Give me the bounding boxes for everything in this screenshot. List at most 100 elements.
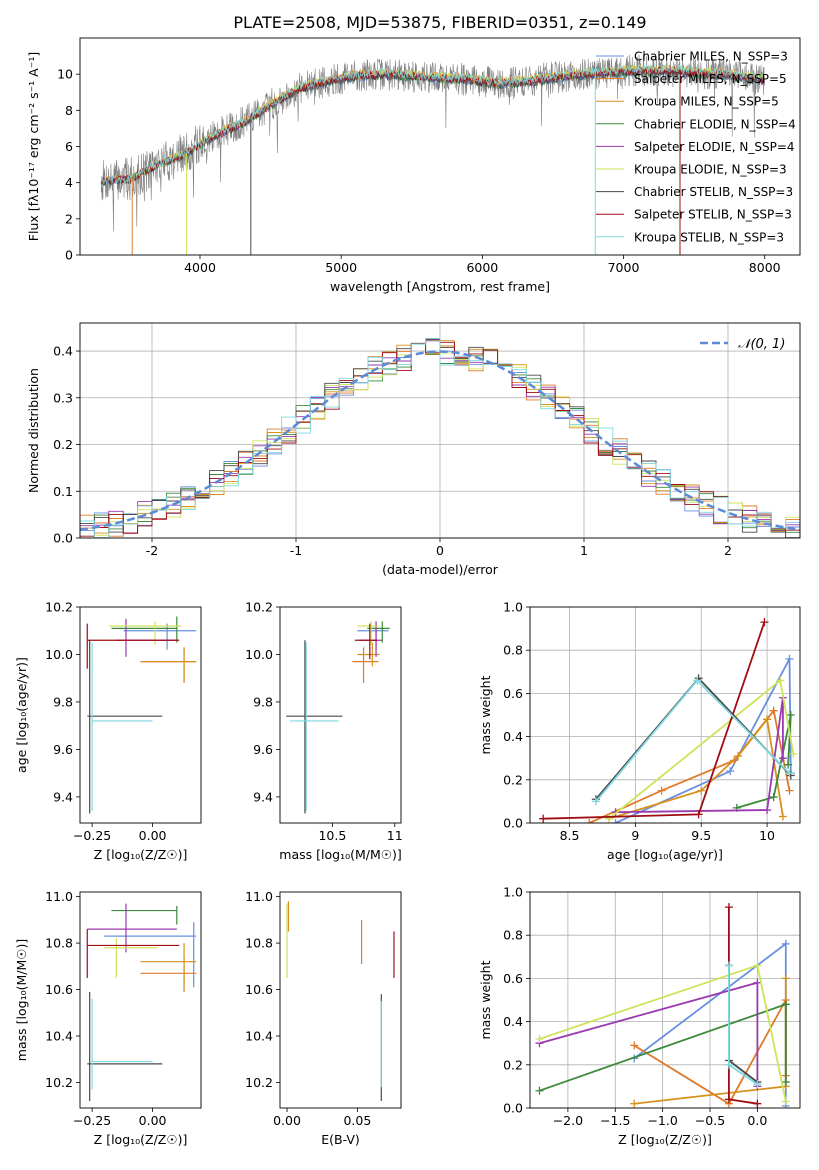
data-point-marker — [781, 939, 790, 948]
data-point-marker — [753, 961, 762, 970]
data-point-marker — [781, 1097, 790, 1106]
plot-frame — [79, 322, 801, 539]
y-axis-label: mass [log₁₀(M/M☉)] — [14, 939, 29, 1061]
y-tick-label: 0.6 — [503, 971, 523, 986]
y-tick-label: 10.2 — [245, 1075, 273, 1090]
x-tick-label: 5000 — [325, 260, 357, 275]
legend-entry: Kroupa MILES, N_SSP=5 — [634, 95, 779, 109]
x-tick-label: −1.5 — [600, 1113, 630, 1128]
y-tick-label: 10.2 — [45, 1075, 73, 1090]
legend-entry: 𝒩(0, 1) — [738, 337, 785, 352]
plot-frame — [279, 891, 402, 1109]
x-tick-label: -2 — [146, 543, 158, 558]
y-tick-label: 10 — [57, 67, 73, 82]
errorbars — [86, 903, 197, 1102]
x-axis-label: E(B-V) — [321, 1132, 360, 1147]
y-tick-label: 2 — [65, 211, 73, 226]
data-point-marker — [726, 767, 735, 776]
data-point-marker — [697, 786, 706, 795]
plot-frame — [79, 891, 202, 1109]
y-axis-label: age [log₁₀(age/yr)] — [14, 657, 29, 773]
legend-entry: Chabrier MILES, N_SSP=3 — [634, 50, 788, 64]
data-point-marker — [535, 1034, 544, 1043]
y-tick-label: 9.4 — [53, 789, 73, 804]
x-tick-label: 9.5 — [691, 828, 711, 843]
x-tick-label: 4000 — [184, 260, 216, 275]
plot-frame — [279, 606, 402, 824]
x-axis-label: Z [log₁₀(Z/Z☉)] — [618, 1132, 712, 1147]
x-tick-label: 11 — [387, 828, 403, 843]
weight-lines — [539, 618, 798, 823]
y-tick-label: 9.4 — [253, 789, 273, 804]
data-point-marker — [591, 797, 600, 806]
data-point-marker — [785, 654, 794, 663]
figure-title: PLATE=2508, MJD=53875, FIBERID=0351, z=0… — [233, 13, 646, 32]
legend-entry: Kroupa STELIB, N_SSP=3 — [634, 230, 784, 244]
data-point-marker — [657, 786, 666, 795]
x-tick-label: 1 — [580, 543, 588, 558]
x-tick-label: 0.00 — [273, 1113, 301, 1128]
y-axis-label: mass weight — [478, 960, 493, 1039]
x-tick-label: -1 — [290, 543, 302, 558]
y-tick-label: 10.4 — [245, 1029, 273, 1044]
data-point-marker — [724, 961, 733, 970]
y-tick-label: 9.8 — [253, 694, 273, 709]
y-tick-label: 0.8 — [503, 928, 523, 943]
x-tick-label: 10.5 — [318, 828, 346, 843]
y-tick-label: 0.0 — [503, 816, 523, 831]
spectrum-legend: Chabrier MILES, N_SSP=3 Salpeter MILES, N… — [596, 50, 796, 244]
x-axis-label: Z [log₁₀(Z/Z☉)] — [94, 847, 188, 862]
data-point-marker — [760, 618, 769, 627]
y-tick-label: 0.1 — [53, 484, 73, 499]
x-axis-label: Z [log₁₀(Z/Z☉)] — [94, 1132, 188, 1147]
errorbars — [286, 621, 390, 814]
legend-entry: Salpeter STELIB, N_SSP=3 — [634, 208, 792, 222]
residual-histogram-panel: -2 -1 0 1 2 0.0 0.1 0.2 0.3 0.4 (data-model)/error… — [26, 322, 801, 577]
y-tick-label: 0.0 — [503, 1101, 523, 1116]
x-tick-label: −0.5 — [695, 1113, 725, 1128]
data-point-marker — [763, 806, 772, 815]
x-tick-label: 2 — [724, 543, 732, 558]
y-tick-label: 0.2 — [53, 437, 73, 452]
mass-vs-z-panel: −0.25 0.00 10.2 10.4 10.6 10.8 11.0 Z [log₁₀(Z/… — [14, 889, 202, 1147]
data-point-marker — [734, 752, 743, 761]
y-tick-label: 10.8 — [245, 936, 273, 951]
x-tick-label: 0 — [436, 543, 444, 558]
legend-entry: Chabrier ELODIE, N_SSP=4 — [634, 117, 796, 131]
data-point-marker — [630, 1041, 639, 1050]
legend-entry: Kroupa ELODIE, N_SSP=3 — [634, 163, 787, 177]
x-axis-label: (data-model)/error — [382, 562, 499, 577]
data-point-marker — [611, 819, 620, 823]
y-tick-label: 11.0 — [245, 889, 273, 904]
data-point-marker — [781, 1078, 790, 1087]
weight-lines — [535, 903, 790, 1108]
data-point-marker — [778, 754, 787, 763]
data-point-marker — [781, 974, 790, 983]
data-point-marker — [769, 706, 778, 715]
data-point-marker — [585, 819, 594, 823]
errorbars — [286, 901, 395, 1102]
x-axis-label: age [log₁₀(age/yr)] — [607, 847, 723, 862]
data-point-marker — [763, 715, 772, 724]
data-point-marker — [535, 1086, 544, 1095]
x-tick-label: −0.25 — [73, 828, 111, 843]
errorbars — [86, 616, 197, 814]
y-tick-label: 9.8 — [53, 694, 73, 709]
x-tick-label: 0.0 — [747, 1113, 767, 1128]
y-tick-label: 11.0 — [45, 889, 73, 904]
x-tick-label: 0.00 — [139, 828, 167, 843]
data-point-marker — [789, 749, 798, 758]
y-tick-label: 0.4 — [53, 344, 73, 359]
y-tick-label: 0.3 — [53, 390, 73, 405]
data-point-marker — [724, 1095, 733, 1104]
y-tick-label: 0.4 — [503, 1014, 523, 1029]
y-tick-label: 4 — [65, 175, 73, 190]
y-tick-label: 10.0 — [45, 647, 73, 662]
y-tick-label: 1.0 — [503, 885, 523, 900]
y-tick-label: 0.8 — [503, 643, 523, 658]
mass-weight-vs-age-panel: 8.5 9 9.5 10 0.0 0.2 0.4 0.6 0.8 1.0 age [log₁₀(ag… — [478, 600, 801, 862]
y-tick-label: 0.4 — [503, 729, 523, 744]
data-point-marker — [785, 769, 794, 778]
x-tick-label: 8000 — [749, 260, 781, 275]
